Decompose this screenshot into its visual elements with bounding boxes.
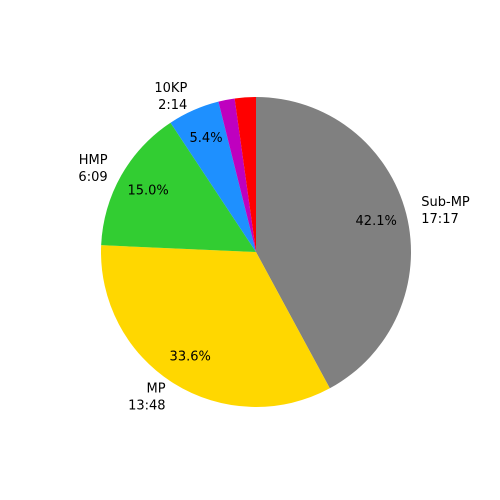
slice-label: 10KP 2:14 bbox=[154, 80, 187, 112]
percent-label: 5.4% bbox=[190, 131, 223, 146]
percent-label: 42.1% bbox=[356, 214, 397, 229]
slice-time: 17:17 bbox=[421, 212, 458, 227]
pie-slice bbox=[101, 245, 330, 407]
slice-name: HMP bbox=[79, 152, 108, 167]
pie-slice bbox=[256, 97, 411, 389]
slice-label: HMP 6:09 bbox=[78, 152, 107, 184]
slice-time: 2:14 bbox=[158, 97, 187, 112]
slice-time: 6:09 bbox=[78, 169, 107, 184]
slice-name: Sub-MP bbox=[421, 195, 470, 210]
pie-slice bbox=[101, 122, 256, 253]
percent-label: 33.6% bbox=[170, 350, 211, 365]
slice-label: MP 13:48 bbox=[128, 381, 166, 413]
pie-slice bbox=[218, 98, 256, 252]
slice-label: Sub-MP 17:17 bbox=[421, 195, 470, 227]
percent-label: 15.0% bbox=[127, 183, 168, 198]
slice-time: 13:48 bbox=[128, 398, 165, 413]
pie-slice bbox=[234, 97, 256, 252]
pie-slice bbox=[170, 101, 256, 253]
slice-name: MP bbox=[146, 381, 165, 396]
slice-name: 10KP bbox=[154, 80, 187, 95]
